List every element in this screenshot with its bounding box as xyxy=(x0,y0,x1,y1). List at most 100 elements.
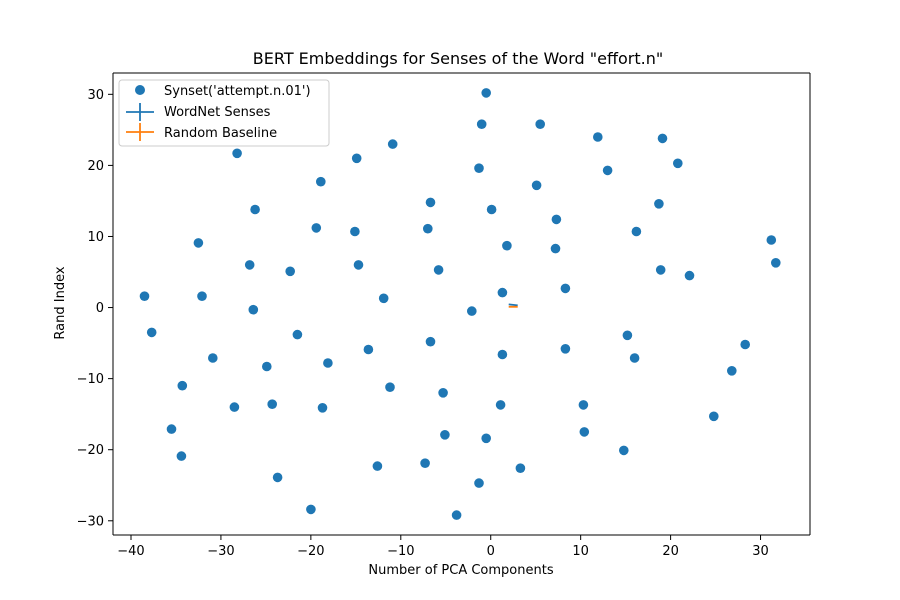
data-point xyxy=(474,163,484,173)
data-point xyxy=(602,165,613,176)
data-point xyxy=(579,427,590,437)
data-point xyxy=(262,361,272,372)
x-tick-label: −20 xyxy=(297,544,324,559)
data-point xyxy=(551,214,562,225)
data-point xyxy=(363,344,374,355)
data-point xyxy=(727,366,737,376)
data-point xyxy=(467,306,477,316)
data-point xyxy=(497,349,508,360)
y-tick-label: 10 xyxy=(87,230,104,245)
data-point xyxy=(560,283,571,294)
data-point xyxy=(285,266,296,277)
legend-frame xyxy=(118,79,330,147)
data-point xyxy=(535,119,545,129)
data-point xyxy=(176,451,187,461)
data-point xyxy=(193,238,204,248)
data-point xyxy=(655,265,666,275)
data-point xyxy=(578,400,589,410)
data-point xyxy=(476,119,487,129)
data-point xyxy=(657,133,668,144)
data-point xyxy=(495,400,506,410)
data-point xyxy=(425,336,436,347)
data-point xyxy=(378,293,389,304)
x-tick-label: −40 xyxy=(117,544,144,559)
y-tick-label: 20 xyxy=(87,159,104,174)
data-point xyxy=(423,223,433,234)
data-point xyxy=(306,504,316,515)
data-point xyxy=(323,358,333,368)
data-point xyxy=(684,270,695,281)
legend: Synset('attempt.n.01') WordNet Senses Ra… xyxy=(118,79,330,147)
data-point xyxy=(311,223,322,233)
data-point xyxy=(474,478,484,488)
data-point xyxy=(481,433,492,444)
y-tick-label: −10 xyxy=(77,372,104,387)
data-point xyxy=(486,204,497,215)
data-point xyxy=(248,304,259,315)
data-point xyxy=(560,344,571,354)
data-point xyxy=(316,176,326,187)
data-point xyxy=(244,260,255,270)
x-tick-label: −10 xyxy=(387,544,414,559)
legend-label-synset: Synset('attempt.n.01') xyxy=(164,84,311,99)
x-axis: −40 −30 −20 −10 0 10 20 30 xyxy=(117,535,769,559)
legend-label-random: Random Baseline xyxy=(164,126,277,141)
data-point xyxy=(351,153,362,164)
data-point xyxy=(673,158,683,169)
data-point xyxy=(425,197,436,208)
data-point xyxy=(292,329,303,340)
data-point xyxy=(440,430,450,440)
data-point xyxy=(420,458,430,469)
y-tick-label: 30 xyxy=(87,88,104,103)
data-point xyxy=(481,88,492,98)
plot-area xyxy=(139,88,781,520)
data-point xyxy=(146,327,157,338)
data-point xyxy=(250,204,260,215)
legend-marker-random xyxy=(126,123,154,141)
y-tick-label: −30 xyxy=(77,514,104,529)
data-point xyxy=(619,445,629,456)
x-tick-label: 20 xyxy=(662,544,679,559)
x-tick-label: −30 xyxy=(207,544,234,559)
data-point xyxy=(232,148,242,159)
data-point xyxy=(433,265,444,275)
data-point xyxy=(139,291,150,302)
y-axis-label: Rand Index xyxy=(53,266,68,339)
data-point xyxy=(177,380,188,391)
data-point xyxy=(766,235,777,245)
data-point xyxy=(197,291,207,302)
x-axis-label: Number of PCA Components xyxy=(368,563,553,578)
data-point xyxy=(317,403,328,413)
legend-marker-synset xyxy=(135,85,145,95)
series-line-wordnet xyxy=(508,303,518,307)
data-point xyxy=(353,260,364,270)
data-point xyxy=(550,243,561,254)
data-point xyxy=(372,461,383,471)
y-tick-label: −20 xyxy=(77,443,104,458)
data-point xyxy=(272,472,283,483)
data-point xyxy=(629,353,640,363)
data-point xyxy=(166,424,177,434)
data-point xyxy=(438,388,448,398)
data-point xyxy=(387,139,398,149)
data-point xyxy=(451,510,462,520)
legend-label-wordnet: WordNet Senses xyxy=(164,105,271,120)
x-tick-label: 30 xyxy=(752,544,769,559)
y-tick-label: 0 xyxy=(96,301,104,316)
data-point xyxy=(385,382,395,393)
data-point xyxy=(593,132,603,142)
data-point xyxy=(622,330,633,341)
x-tick-label: 0 xyxy=(487,544,495,559)
data-point xyxy=(654,199,664,209)
data-point xyxy=(709,411,719,422)
data-point xyxy=(350,226,360,237)
data-point xyxy=(531,180,542,191)
y-axis: −30 −20 −10 0 10 20 30 xyxy=(77,88,113,529)
data-point xyxy=(515,463,526,474)
data-point xyxy=(208,353,218,363)
data-point xyxy=(497,287,508,298)
data-point xyxy=(229,402,240,412)
data-point xyxy=(631,226,642,237)
data-point xyxy=(771,258,781,268)
